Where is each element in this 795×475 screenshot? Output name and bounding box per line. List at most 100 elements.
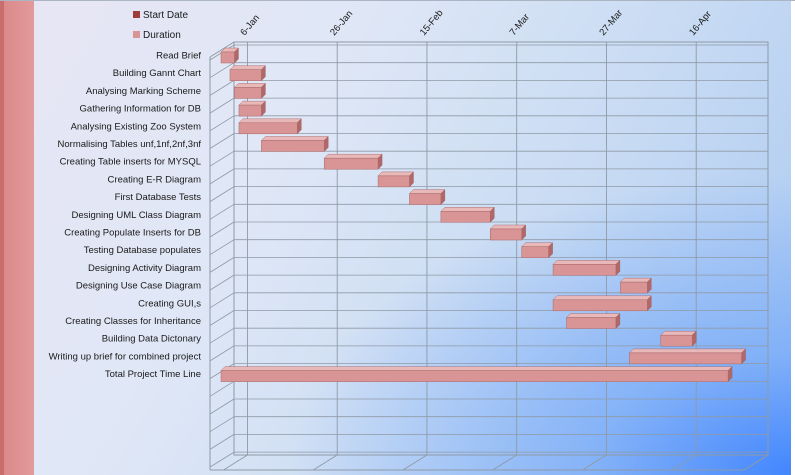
task-label: Normalising Tables unf,1nf,2nf,3nf: [58, 139, 202, 150]
legend-label: Start Date: [143, 10, 188, 21]
x-tick-label: 15-Feb: [418, 8, 446, 38]
bar-top-face: [233, 83, 266, 88]
bar-top-face: [238, 100, 266, 106]
bar-top-face: [260, 136, 329, 141]
bar-top-face: [552, 260, 621, 265]
legend-swatch: [133, 11, 140, 18]
floor-line: [671, 454, 697, 471]
floor-line: [223, 454, 248, 471]
grid-line-side: [209, 416, 235, 433]
task-label: Writing up brief for combined project: [49, 351, 202, 362]
legend: Start Date Duration: [133, 10, 188, 41]
duration-bar: [234, 87, 262, 99]
floor-line: [492, 454, 517, 471]
x-tick-label: 6-Jan: [238, 13, 262, 38]
task-label: Creating GUI,s: [138, 298, 201, 309]
duration-bar: [440, 211, 491, 223]
bar-top-face: [552, 295, 652, 300]
grid-line-side: [209, 168, 235, 185]
duration-bar: [377, 175, 410, 188]
floor-line: [582, 454, 607, 471]
grid-line-side: [209, 274, 235, 291]
task-label: Analysing Marking Scheme: [86, 86, 201, 97]
task-label: Creating Classes for Inheritance: [65, 316, 201, 327]
duration-bar: [620, 281, 648, 294]
grid-line-side: [209, 62, 235, 79]
grid-line-side: [209, 292, 235, 309]
grid-line-side: [209, 133, 235, 149]
duration-bar: [566, 317, 617, 329]
task-label: Creating Populate Inserts for DB: [64, 228, 201, 239]
right-border: [791, 0, 795, 475]
x-tick-label: 16-Apr: [687, 9, 714, 38]
bar-top-face: [323, 153, 383, 159]
x-tick-label: 26-Jan: [328, 9, 355, 38]
bar-top-face: [489, 224, 527, 230]
duration-bar: [323, 157, 379, 170]
bar-top-face: [229, 65, 266, 70]
bar-top-face: [220, 366, 733, 371]
grid-line-side: [209, 203, 235, 220]
legend-label: Duration: [143, 30, 181, 41]
task-label: Designing Activity Diagram: [88, 263, 201, 274]
duration-bar: [220, 51, 235, 64]
duration-bar: [552, 299, 648, 312]
duration-bar: [489, 228, 522, 241]
bar-top-face: [521, 242, 554, 247]
duration-bar: [409, 193, 442, 205]
task-label: First Database Tests: [115, 192, 202, 203]
duration-bar: [261, 140, 325, 152]
duration-bar: [629, 352, 742, 365]
bar-top-face: [238, 118, 302, 124]
task-label: Building Gannt Chart: [113, 68, 202, 79]
task-label: Analysing Existing Zoo System: [71, 121, 202, 132]
side-wall-top: [209, 41, 235, 58]
grid-line-side: [209, 186, 235, 202]
floor-line: [402, 454, 428, 471]
floor-line: [312, 454, 338, 471]
bar-top-face: [660, 331, 697, 336]
x-tick-label: 27-Mar: [597, 8, 625, 38]
x-tick-label: 7-Mar: [508, 12, 532, 38]
grid-line-side: [209, 80, 235, 96]
task-label: Creating Table inserts for MYSQL: [60, 157, 201, 168]
task-label: Total Project Time Line: [105, 369, 201, 380]
back-wall: [233, 41, 769, 456]
bars: [220, 47, 747, 383]
grid-line-side: [209, 239, 235, 256]
task-label: Gathering Information for DB: [80, 104, 201, 115]
bar-top-face: [619, 277, 652, 283]
bar-top-face: [440, 207, 495, 212]
grid-line-side: [209, 434, 235, 450]
grid-group: [209, 41, 769, 471]
grid-line-side: [209, 150, 235, 167]
duration-bar: [229, 69, 262, 81]
grid-line-side: [209, 380, 235, 397]
left-accent-strip: [0, 0, 34, 475]
task-label: Building Data Dictonary: [102, 334, 202, 345]
bar-top-face: [408, 189, 446, 194]
duration-bar: [238, 104, 262, 117]
duration-bar: [552, 264, 617, 276]
grid-line-side: [209, 115, 235, 132]
task-label: Testing Database populates: [84, 245, 201, 256]
left-accent-edge: [0, 0, 4, 475]
grid-line-side: [209, 327, 235, 344]
duration-bar: [521, 246, 549, 258]
duration-bar: [660, 334, 693, 347]
grid-line-side: [209, 398, 235, 415]
task-label: Read Brief: [156, 51, 201, 62]
floor-right-edge: [743, 454, 769, 471]
bar-top-face: [628, 348, 747, 354]
bar-top-face: [377, 171, 414, 177]
grid-line-side: [209, 451, 235, 468]
duration-bar: [238, 122, 298, 135]
bar-top-face: [566, 313, 621, 318]
task-label: Designing UML Class Diagram: [71, 210, 201, 221]
grid-line-side: [209, 221, 235, 238]
task-label: Designing Use Case Diagram: [76, 281, 201, 292]
grid-line-side: [209, 97, 235, 114]
